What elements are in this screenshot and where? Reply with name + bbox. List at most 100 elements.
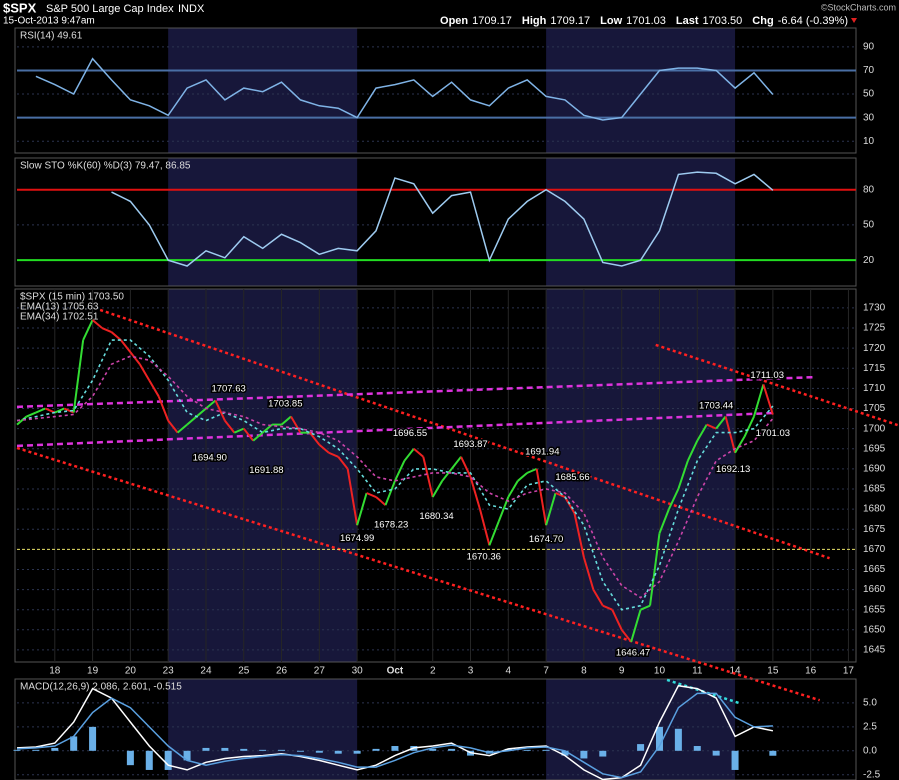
shaded-week (546, 28, 736, 153)
price-segment (573, 512, 585, 558)
y-tick-label: 1720 (863, 343, 886, 354)
price-segment (72, 339, 85, 413)
price-annotation: 1703.85 (268, 399, 302, 410)
price-segment (318, 443, 330, 454)
x-tick-label: 17 (843, 666, 855, 677)
histogram-bar (391, 746, 399, 751)
shaded-week (546, 158, 736, 286)
histogram-bar (769, 750, 777, 756)
index-name: S&P 500 Large Cap Index (46, 3, 174, 15)
price-segment (564, 496, 576, 514)
price-annotation: 1685.66 (555, 472, 589, 483)
price-segment (214, 400, 226, 422)
y-tick-label: 90 (863, 42, 875, 53)
price-segment (555, 492, 566, 498)
y-tick-label: 5.0 (863, 698, 877, 709)
histogram-bar (599, 750, 607, 757)
price-annotation: 1691.94 (525, 447, 559, 458)
panel-frame (14, 678, 857, 780)
shaded-week (546, 289, 736, 662)
histogram-bar (145, 750, 153, 770)
quote-value: 1701.03 (626, 15, 666, 27)
copyright: ©StockCharts.com (821, 2, 896, 12)
price-segment (545, 492, 557, 526)
price-segment (290, 416, 302, 434)
price-segment (309, 432, 321, 446)
price-segment (752, 384, 765, 417)
x-tick-label: 27 (314, 666, 326, 677)
price-segment (658, 508, 670, 534)
histogram-bar (32, 749, 40, 751)
price-segment (696, 424, 708, 442)
price-segment (394, 460, 406, 482)
y-tick-label: 1705 (863, 403, 886, 414)
price-segment (478, 508, 491, 546)
histogram-bar (542, 749, 550, 751)
price-annotation: 1646.47 (616, 648, 650, 659)
price-segment (715, 415, 727, 430)
x-tick-label: 26 (276, 666, 288, 677)
x-tick-label: 7 (543, 666, 549, 677)
price-segment (592, 589, 604, 607)
price-segment (460, 456, 472, 478)
price-segment (186, 415, 198, 426)
quote-label: Low (600, 15, 622, 27)
trend-line (99, 308, 830, 560)
price-segment (242, 428, 254, 442)
price-segment (26, 411, 37, 418)
price-segment (734, 436, 746, 454)
price-segment (157, 396, 170, 421)
trend-line (655, 343, 898, 427)
histogram-bar (580, 750, 588, 759)
price-segment (167, 419, 179, 434)
series-line (16, 339, 774, 611)
price-segment (535, 468, 548, 526)
price-segment (706, 423, 717, 430)
x-tick-label: 30 (352, 666, 364, 677)
y-tick-label: 1675 (863, 524, 886, 535)
price-segment (366, 492, 377, 498)
y-tick-label: 1655 (863, 604, 886, 615)
price-segment (743, 416, 755, 438)
price-segment (630, 609, 642, 643)
x-tick-label: 8 (581, 666, 587, 677)
trend-line (16, 411, 775, 448)
x-tick-label: 25 (238, 666, 250, 677)
price-segment (403, 448, 415, 462)
quote-label: High (522, 15, 547, 27)
price-segment (280, 415, 292, 426)
price-annotation: 1691.88 (249, 465, 283, 476)
price-segment (686, 440, 699, 462)
price-annotation: 1678.23 (374, 520, 408, 531)
y-tick-label: 1665 (863, 564, 886, 575)
x-tick-label: 10 (654, 666, 666, 677)
y-tick-label: 1725 (863, 323, 886, 334)
y-tick-label: 1670 (863, 544, 886, 555)
price-segment (44, 407, 56, 414)
histogram-bar (259, 749, 267, 751)
histogram-bar (655, 726, 663, 751)
histogram-bar (240, 748, 248, 751)
x-tick-label: 20 (125, 666, 137, 677)
price-segment (620, 629, 632, 643)
price-segment (195, 407, 207, 418)
price-segment (526, 467, 538, 474)
price-annotation: 1674.99 (340, 533, 374, 544)
histogram-bar (89, 726, 97, 751)
price-annotation: 1674.70 (529, 534, 563, 545)
x-tick-label: 4 (506, 666, 512, 677)
histogram-bar (561, 750, 569, 756)
price-segment (517, 472, 528, 482)
price-segment (54, 407, 65, 414)
price-segment (205, 399, 217, 410)
price-segment (450, 456, 462, 470)
price-segment (488, 520, 500, 546)
x-tick-label: 24 (200, 666, 212, 677)
panel-frame (14, 27, 857, 154)
price-segment (611, 609, 623, 631)
y-tick-label: 1730 (863, 303, 886, 314)
y-tick-label: -2.5 (863, 769, 881, 780)
price-segment (252, 431, 264, 442)
price-annotation: 1703.44 (699, 400, 733, 411)
